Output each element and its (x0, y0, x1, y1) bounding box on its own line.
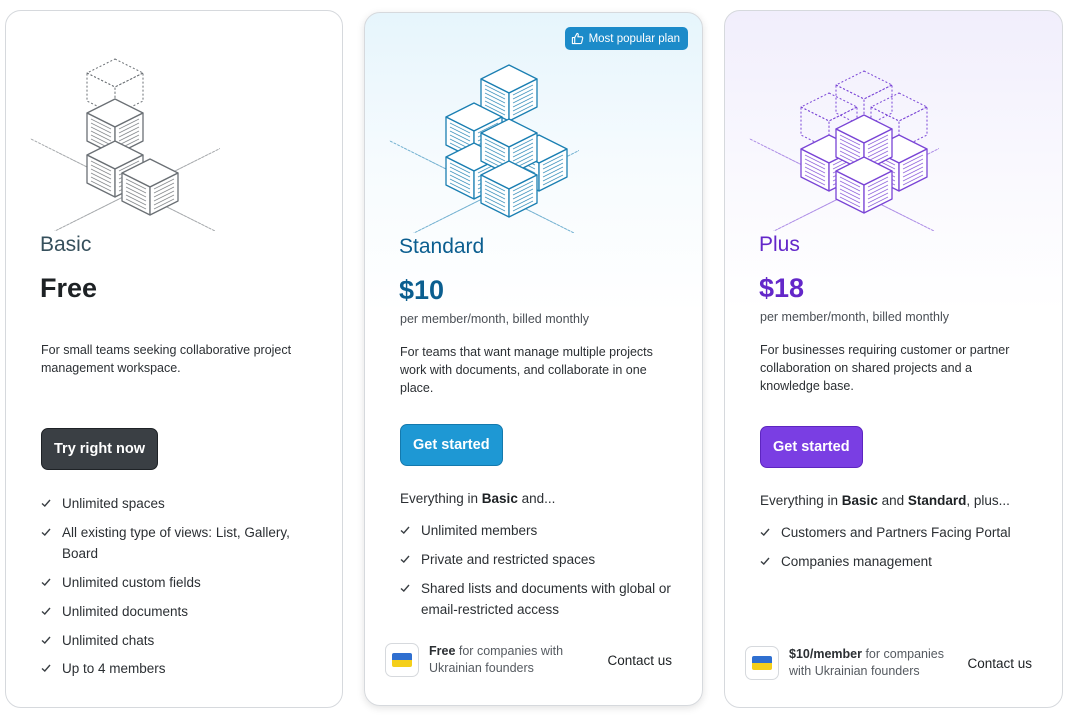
feature-list: Unlimited members Private and restricted… (399, 520, 679, 628)
plan-description: For small teams seeking collaborative pr… (41, 343, 292, 375)
billing-period: per member/month, billed monthly (400, 312, 589, 326)
feature-item: Unlimited members (399, 520, 679, 542)
ukraine-flag-icon (745, 646, 779, 680)
check-icon (41, 578, 51, 587)
thumbs-up-icon (571, 32, 583, 45)
feature-item: Shared lists and documents with global o… (399, 578, 679, 621)
contact-us-link[interactable]: Contact us (967, 655, 1032, 671)
ukraine-flag-icon (385, 643, 419, 677)
check-icon (400, 555, 410, 563)
feature-item: Unlimited custom fields (40, 572, 320, 594)
plan-name: Basic (40, 233, 92, 256)
cubes-illustration-basic (30, 58, 220, 231)
check-icon (41, 665, 51, 673)
plan-card-basic: Basic Free For small teams seeking colla… (5, 10, 343, 708)
plan-description: For businesses requiring customer or par… (760, 343, 1010, 393)
feature-list: Unlimited spaces All existing type of vi… (40, 493, 320, 687)
feature-item: Up to 4 members (40, 658, 320, 680)
feature-list: Customers and Partners Facing Portal Com… (759, 522, 1039, 580)
check-icon (760, 557, 770, 565)
feature-item: All existing type of views: List, Galler… (40, 522, 320, 565)
check-icon (41, 499, 51, 507)
feature-item: Unlimited spaces (40, 493, 320, 515)
check-icon (760, 528, 770, 536)
plan-price: $18 (759, 273, 805, 303)
check-icon (400, 584, 410, 592)
ukrainian-founders-footer: $10/member for companies with Ukrainian … (745, 643, 1042, 683)
feature-item: Companies management (759, 551, 1039, 573)
cubes-illustration-standard (389, 64, 579, 233)
cubes-illustration-plus (749, 70, 939, 231)
ukrainian-founders-footer: Free for companies with Ukrainian founde… (385, 640, 682, 680)
get-started-button-plus[interactable]: Get started (760, 426, 863, 468)
discount-note: Free for companies with Ukrainian founde… (429, 643, 564, 676)
feature-item: Unlimited chats (40, 630, 320, 652)
check-icon (41, 528, 51, 536)
most-popular-badge: Most popular plan (564, 27, 688, 50)
features-intro: Everything in Basic and Standard, plus..… (760, 493, 1010, 508)
plan-price: $10 (399, 275, 445, 305)
check-icon (41, 607, 51, 615)
plan-name: Standard (399, 235, 485, 258)
contact-us-link[interactable]: Contact us (607, 652, 672, 668)
discount-note: $10/member for companies with Ukrainian … (789, 646, 944, 679)
plan-name: Plus (759, 233, 800, 256)
feature-item: Customers and Partners Facing Portal (759, 522, 1039, 544)
plan-card-plus: Plus $18 per member/month, billed monthl… (724, 10, 1063, 708)
plan-card-standard: Most popular plan Standard $10 per membe… (364, 12, 703, 706)
feature-item: Unlimited documents (40, 601, 320, 623)
badge-label: Most popular plan (588, 32, 680, 45)
check-icon (41, 636, 51, 644)
plan-description: For teams that want manage multiple proj… (400, 345, 653, 395)
get-started-button-standard[interactable]: Get started (400, 424, 503, 466)
check-icon (400, 526, 410, 534)
billing-period: per member/month, billed monthly (760, 310, 949, 324)
try-right-now-button[interactable]: Try right now (41, 428, 159, 470)
feature-item: Private and restricted spaces (399, 549, 679, 571)
plan-price: Free (40, 273, 98, 303)
features-intro: Everything in Basic and... (400, 491, 556, 506)
